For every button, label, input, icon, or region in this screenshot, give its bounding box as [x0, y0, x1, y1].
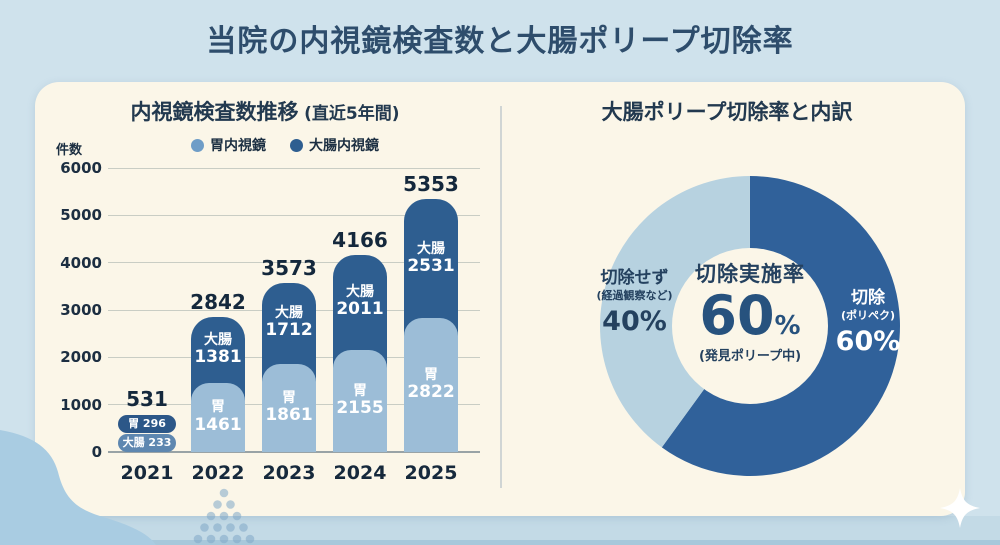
- decoration-dot: [245, 534, 255, 544]
- slice-removed-name: 切除: [851, 288, 885, 308]
- bar-total-label: 531: [126, 387, 168, 411]
- decoration-dot: [206, 511, 216, 521]
- decoration-dot: [219, 488, 229, 498]
- bar-segment-gastro: [191, 382, 245, 452]
- decoration-dot: [206, 534, 216, 544]
- colon-segment-label: 大腸 2011: [336, 284, 384, 320]
- decoration-dot: [226, 523, 235, 532]
- donut-center-title: 切除実施率: [695, 262, 805, 286]
- y-tick-label: 2000: [60, 348, 102, 367]
- legend-item: 大腸内視鏡: [290, 135, 379, 155]
- colon-segment-label: 大腸 2531: [407, 240, 455, 276]
- gastro-segment-label: 胃 1861: [265, 390, 313, 426]
- y-tick-label: 4000: [60, 253, 102, 272]
- legend-item: 胃内視鏡: [191, 135, 266, 155]
- bar-total-label: 2842: [190, 290, 246, 315]
- decoration-dot: [232, 534, 242, 544]
- gridline: [108, 167, 480, 169]
- y-tick-label: 1000: [60, 395, 102, 414]
- decoration-dot: [213, 500, 222, 509]
- x-tick-label: 2022: [191, 462, 245, 484]
- bar-column-2024: 大腸 2011 胃 2155 4166: [332, 228, 388, 452]
- bar-chart-title: 内視鏡検査数推移 (直近5年間): [60, 96, 470, 126]
- decoration-dot: [219, 534, 229, 544]
- bar-total-label: 5353: [403, 171, 459, 196]
- gastro-segment-label: 胃 1461: [194, 399, 242, 435]
- gridline: [108, 214, 480, 216]
- slice-removed-note: (ポリペク): [840, 309, 896, 323]
- page-title: 当院の内視鏡検査数と大腸ポリープ切除率: [206, 24, 794, 59]
- x-tick-label: 2023: [262, 462, 316, 484]
- legend-swatch-icon: [191, 138, 204, 152]
- slice-removed-value: 60%: [835, 326, 901, 357]
- bar-column-2021: 胃 296 大腸 233 531: [118, 387, 176, 452]
- colon-segment-label: 大腸 1712: [265, 305, 313, 341]
- colon-pill-label: 大腸 233: [118, 434, 176, 452]
- x-tick-label: 2025: [404, 462, 458, 484]
- bar-chart-title-note: (直近5年間): [304, 104, 400, 124]
- legend-label: 胃内視鏡: [210, 138, 266, 154]
- donut-center-value: 60: [699, 284, 775, 347]
- slice-label-removed: 切除 (ポリペク) 60%: [814, 288, 922, 359]
- donut-hole: [672, 248, 828, 404]
- decoration-dot: [193, 534, 203, 544]
- x-tick-label: 2021: [120, 462, 174, 484]
- slice-label-not-removed: 切除せず (経過観察など) 40%: [572, 268, 697, 339]
- y-tick-label: 5000: [60, 206, 102, 225]
- gastro-pill-label: 胃 296: [118, 415, 176, 433]
- decoration-dot: [232, 511, 242, 521]
- y-axis-unit-label: 件数: [56, 143, 83, 158]
- bar-total-label: 4166: [332, 227, 388, 252]
- decoration-dot: [219, 511, 229, 521]
- bar-segment-gastro: [262, 363, 316, 452]
- dots-triangle-decoration: [193, 488, 255, 544]
- donut-center-percentage: 60%: [666, 288, 834, 343]
- bar-column-2025: 大腸 2531 胃 2822 5353: [403, 172, 459, 452]
- legend: 胃内視鏡 大腸内視鏡: [120, 135, 450, 155]
- x-tick-label: 2024: [333, 462, 387, 484]
- slice-not-removed-value: 40%: [602, 306, 667, 337]
- bar-column-2023: 大腸 1712 胃 1861 3573: [261, 256, 317, 452]
- slice-not-removed-note: (経過観察など): [596, 289, 673, 303]
- decoration-dot: [213, 523, 222, 532]
- donut-chart-title: 大腸ポリープ切除率と内訳: [601, 100, 853, 124]
- slice-not-removed-name: 切除せず: [600, 268, 669, 288]
- colon-segment-label: 大腸 1381: [194, 332, 242, 368]
- decoration-dot: [200, 523, 209, 532]
- sparkle-icon: [940, 488, 980, 528]
- legend-swatch-icon: [290, 138, 303, 152]
- donut-chart: [600, 176, 900, 476]
- y-tick-label: 3000: [60, 301, 102, 319]
- decoration-dot: [226, 500, 235, 509]
- bar-chart-plot: 0 1000 2000 3000 4000 5000 6000 胃 296 大腸 233 531 2…: [58, 159, 488, 484]
- gastro-segment-label: 胃 2155: [336, 383, 384, 419]
- bar-segment-gastro: [333, 349, 387, 452]
- bar-segment-gastro: [404, 318, 458, 452]
- x-axis-line: [108, 451, 480, 453]
- bar-total-label: 3573: [261, 255, 317, 280]
- panel-divider: [500, 106, 502, 488]
- donut-center-note: (発見ポリープ中): [698, 349, 802, 365]
- legend-label: 大腸内視鏡: [309, 138, 379, 154]
- donut-center-unit: %: [774, 311, 801, 341]
- y-tick-label: 0: [91, 443, 102, 461]
- donut-center-label: 切除実施率 60% (発見ポリープ中): [666, 258, 834, 364]
- y-tick-label: 6000: [60, 159, 102, 177]
- bar-chart-title-main: 内視鏡検査数推移: [130, 100, 299, 124]
- bar-column-2022: 大腸 1381 胃 1461 2842: [190, 290, 246, 452]
- bottom-strip-decoration: [0, 540, 1000, 545]
- decoration-dot: [239, 523, 248, 532]
- gastro-segment-label: 胃 2822: [407, 367, 455, 403]
- wave-blob-decoration: [0, 430, 156, 545]
- gridline: [108, 262, 480, 264]
